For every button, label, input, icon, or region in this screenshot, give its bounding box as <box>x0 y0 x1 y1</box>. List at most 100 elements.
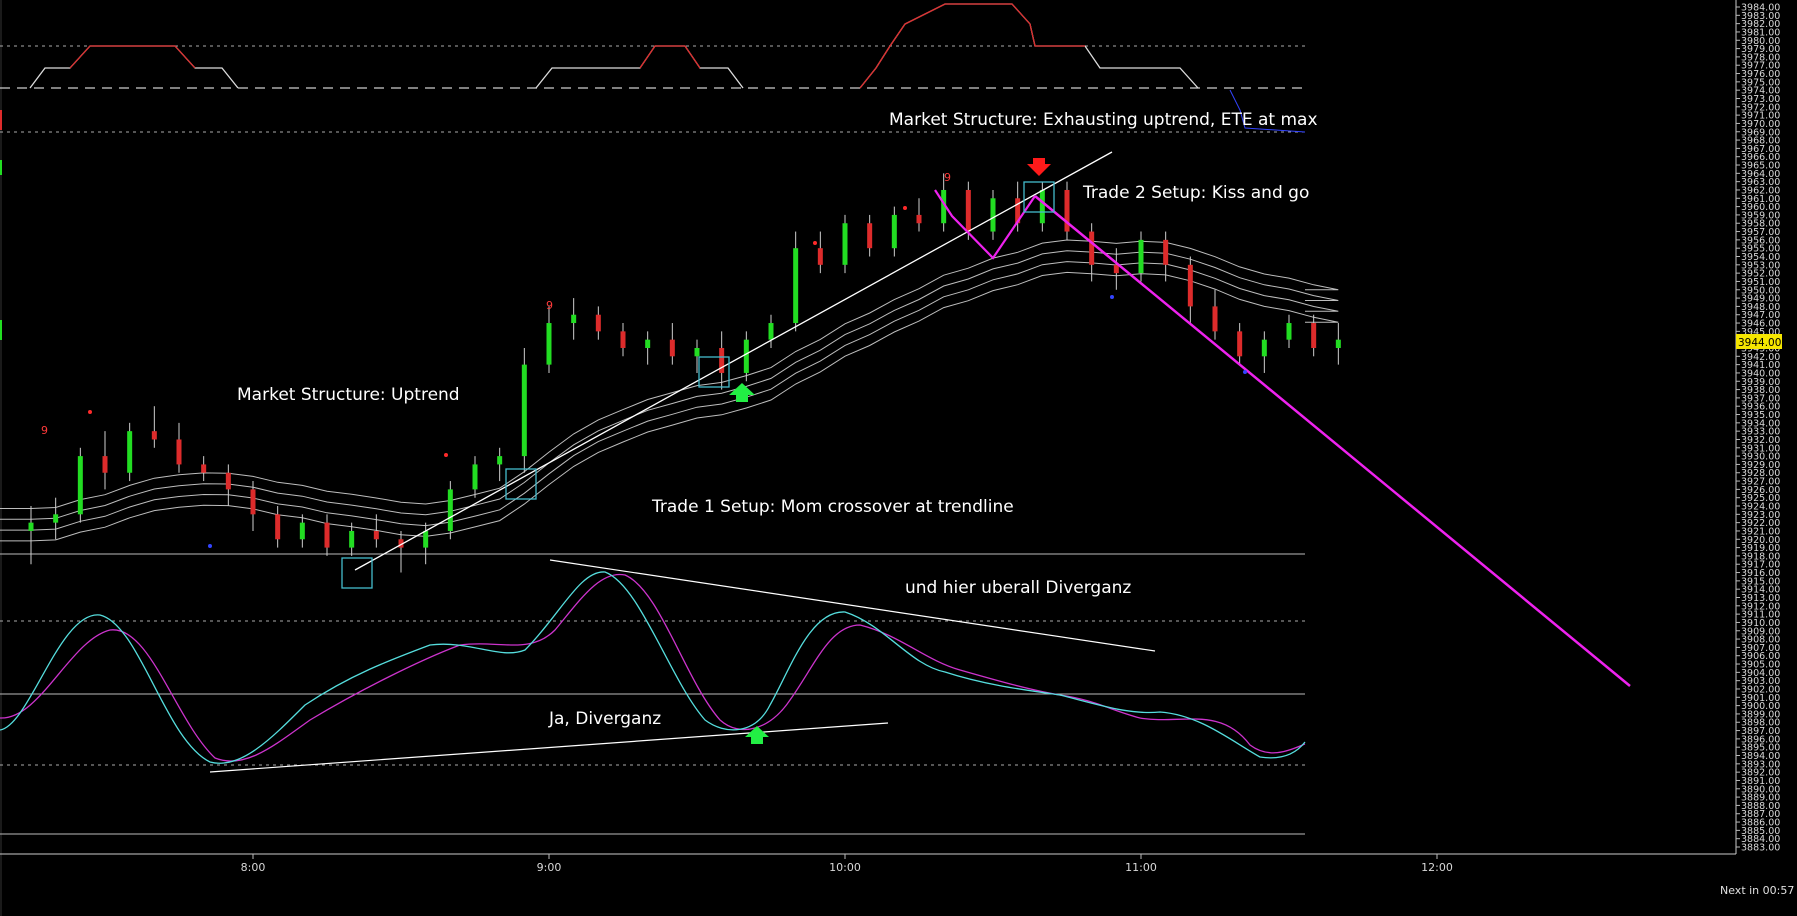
y-tick-label: 3981.00 <box>1741 27 1780 38</box>
y-tick-label: 3915.00 <box>1741 576 1780 587</box>
y-tick-label: 3907.00 <box>1741 643 1780 654</box>
price-axis: 3984.003983.003982.003981.003980.003979.… <box>1735 0 1782 854</box>
y-tick-label: 3950.00 <box>1741 285 1780 296</box>
signal-arrows <box>729 158 1051 744</box>
y-tick-label: 3961.00 <box>1741 194 1780 205</box>
y-tick-label: 3946.00 <box>1741 319 1780 330</box>
oscillator-fast-line <box>0 571 1306 764</box>
ma-band-line <box>0 250 1339 520</box>
annotation-trade1-setup: Trade 1 Setup: Mom crossover at trendlin… <box>651 497 1014 517</box>
signal-dots <box>88 206 1247 548</box>
y-tick-label: 3945.00 <box>1741 327 1780 338</box>
candle-body <box>1335 339 1341 348</box>
y-tick-label: 3898.00 <box>1741 718 1780 729</box>
candle-body <box>1138 239 1144 274</box>
candle-body <box>349 530 355 548</box>
y-tick-label: 3902.00 <box>1741 684 1780 695</box>
y-tick-label: 3883.00 <box>1741 843 1780 854</box>
y-tick-label: 3980.00 <box>1741 36 1780 47</box>
y-tick-label: 3914.00 <box>1741 585 1780 596</box>
candle-body <box>817 248 823 265</box>
y-tick-label: 3927.00 <box>1741 477 1780 488</box>
candle-body <box>990 198 996 232</box>
candle-body <box>620 331 626 348</box>
y-tick-label: 3891.00 <box>1741 776 1780 787</box>
candle-body <box>447 489 453 531</box>
candle-body <box>201 464 207 473</box>
y-tick-label: 3892.00 <box>1741 768 1780 779</box>
candle-body <box>176 439 182 465</box>
y-tick-label: 3896.00 <box>1741 734 1780 745</box>
candle-body <box>965 189 971 232</box>
count-label: 9 <box>546 299 553 312</box>
y-tick-label: 3889.00 <box>1741 793 1780 804</box>
y-tick-label: 3899.00 <box>1741 709 1780 720</box>
y-tick-label: 3965.00 <box>1741 161 1780 172</box>
annotation-market-structure-exhausting: Market Structure: Exhausting uptrend, ET… <box>889 110 1318 130</box>
y-tick-label: 3937.00 <box>1741 393 1780 404</box>
candle-body <box>916 214 922 224</box>
x-tick-label: 8:00 <box>241 861 266 874</box>
oscillator-slow-line <box>0 573 1306 762</box>
candle-body <box>571 314 577 324</box>
y-tick-label: 3960.00 <box>1741 202 1780 213</box>
candle-body <box>719 347 725 373</box>
y-tick-label: 3951.00 <box>1741 277 1780 288</box>
count-label: 9 <box>944 171 951 184</box>
y-tick-label: 3929.00 <box>1741 460 1780 471</box>
y-tick-label: 3921.00 <box>1741 526 1780 537</box>
buy-arrow-oscillator-icon <box>745 726 769 744</box>
candle-body <box>1187 264 1193 307</box>
candle-body <box>941 189 947 224</box>
y-tick-label: 3909.00 <box>1741 626 1780 637</box>
y-tick-label: 3958.00 <box>1741 219 1780 230</box>
y-tick-label: 3903.00 <box>1741 676 1780 687</box>
moving-average-bands <box>0 239 1339 542</box>
candle-body <box>1311 323 1317 348</box>
candle-body <box>1039 189 1045 224</box>
projection-line <box>1034 195 1631 687</box>
y-tick-label: 3969.00 <box>1741 127 1780 138</box>
annotation-trade2-setup: Trade 2 Setup: Kiss and go <box>1082 183 1309 203</box>
x-tick-label: 10:00 <box>829 861 861 874</box>
y-tick-label: 3947.00 <box>1741 310 1780 321</box>
candle-body <box>77 456 83 515</box>
candle-body <box>1113 264 1119 274</box>
y-tick-label: 3894.00 <box>1741 751 1780 762</box>
y-tick-label: 3952.00 <box>1741 269 1780 280</box>
x-tick-label: 11:00 <box>1125 861 1157 874</box>
y-tick-label: 3890.00 <box>1741 784 1780 795</box>
y-tick-label: 3959.00 <box>1741 210 1780 221</box>
y-tick-label: 3897.00 <box>1741 726 1780 737</box>
y-tick-label: 3983.00 <box>1741 11 1780 22</box>
x-tick-label: 9:00 <box>537 861 562 874</box>
candle-body <box>694 347 700 357</box>
candle-body <box>1015 198 1021 224</box>
y-tick-label: 3954.00 <box>1741 252 1780 263</box>
y-tick-label: 3971.00 <box>1741 111 1780 122</box>
y-tick-label: 3979.00 <box>1741 44 1780 55</box>
y-tick-label: 3933.00 <box>1741 427 1780 438</box>
candles <box>28 173 1341 573</box>
y-tick-label: 3956.00 <box>1741 235 1780 246</box>
candle-body <box>102 456 108 473</box>
time-axis: 8:00 9:00 10:00 11:00 12:00 <box>0 853 1736 874</box>
top-step-indicator <box>0 3 1306 133</box>
y-tick-label: 3923.00 <box>1741 510 1780 521</box>
candle-body <box>423 530 429 548</box>
y-tick-label: 3911.00 <box>1741 610 1780 621</box>
y-tick-label: 3887.00 <box>1741 809 1780 820</box>
candle-body <box>1163 239 1169 265</box>
box-trade1 <box>505 468 537 500</box>
y-tick-label: 3900.00 <box>1741 701 1780 712</box>
annotation-market-structure-uptrend: Market Structure: Uptrend <box>237 385 460 405</box>
y-tick-label: 3930.00 <box>1741 452 1780 463</box>
annotation-divergence-overall: und hier uberall Diverganz <box>905 578 1131 598</box>
box-trade2 <box>1023 181 1055 213</box>
y-tick-label: 3936.00 <box>1741 402 1780 413</box>
y-tick-label: 3978.00 <box>1741 52 1780 63</box>
setup-boxes <box>341 181 1055 589</box>
candle-body <box>398 539 404 548</box>
